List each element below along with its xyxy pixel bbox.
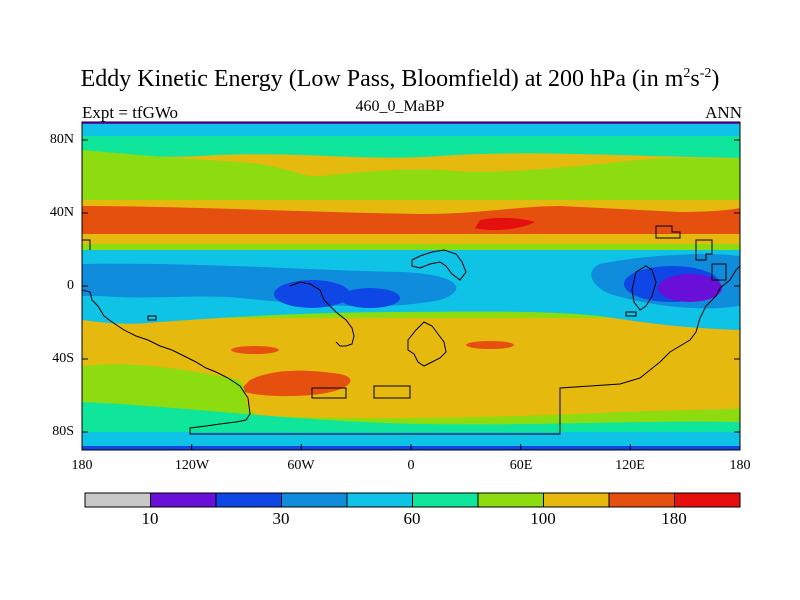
north-jet-red: [475, 217, 535, 230]
north-green-band: [82, 136, 740, 158]
contour-field: [82, 122, 740, 450]
coastline-antarctic-island-2: [373, 385, 411, 399]
coastline-africa-south: [407, 321, 447, 367]
coastline-americas: [82, 239, 740, 435]
colorbar-label-60: 60: [403, 509, 421, 528]
colorbar-swatch-9: [674, 492, 741, 508]
north-lightgreen-band: [82, 150, 740, 200]
colorbar-swatch-1: [150, 492, 217, 508]
south-orange-spot-1: [231, 346, 279, 354]
colorbar-swatch-2: [215, 492, 282, 508]
x-label-120e: 120E: [615, 458, 645, 473]
coastline-antarctic-island: [311, 387, 347, 399]
america-deep-blue: [274, 280, 350, 308]
x-label-60w: 60W: [287, 458, 315, 473]
colorbar-swatch-0: [84, 492, 151, 508]
south-orange-spot-2: [466, 341, 514, 349]
atlantic-deep-blue: [340, 288, 400, 308]
coastline-southamerica: [289, 281, 355, 347]
experiment-label: Expt = tfGWo: [82, 103, 179, 122]
season-label: ANN: [705, 103, 742, 122]
pacific-purple-core: [658, 274, 722, 302]
colorbar-swatch-5: [412, 492, 479, 508]
x-label-120w: 120W: [174, 458, 210, 473]
y-label-0: 0: [67, 278, 74, 293]
colorbar-swatch-4: [346, 492, 413, 508]
colorbar: [84, 492, 741, 508]
colorbar-swatch-8: [608, 492, 675, 508]
y-label-80n: 80N: [49, 132, 74, 147]
y-label-40n: 40N: [49, 205, 74, 220]
x-label-60e: 60E: [509, 458, 533, 473]
y-label-80s: 80S: [52, 424, 74, 439]
south-cyan-edge: [82, 432, 740, 450]
colorbar-swatch-7: [543, 492, 610, 508]
experiment-id: 460_0_MaBP: [355, 98, 445, 115]
colorbar-label-10: 10: [141, 509, 159, 528]
chart-title: Eddy Kinetic Energy (Low Pass, Bloomfiel…: [80, 66, 720, 92]
x-ticks: [81, 444, 741, 450]
colorbar-label-180: 180: [661, 509, 687, 528]
colorbar-label-30: 30: [272, 509, 290, 528]
x-label-0: 0: [407, 458, 415, 473]
coastline-africa: [411, 249, 467, 281]
colorbar-label-100: 100: [530, 509, 556, 528]
y-ticks: [82, 139, 740, 433]
coastlines: [82, 225, 740, 435]
subtropic-yellow: [82, 234, 740, 244]
south-orange-blob: [240, 370, 351, 397]
y-label-40s: 40S: [52, 351, 74, 366]
north-polar-band: [82, 122, 740, 140]
north-jet-orange: [82, 206, 740, 234]
x-label-180w: 180: [71, 458, 93, 473]
colorbar-swatch-6: [477, 492, 544, 508]
north-purple-edge: [82, 122, 740, 124]
coastline-pacific-islands: [147, 225, 727, 321]
coastline-australia: [631, 265, 657, 311]
colorbar-swatch-3: [281, 492, 348, 508]
x-label-180e: 180: [729, 458, 751, 473]
